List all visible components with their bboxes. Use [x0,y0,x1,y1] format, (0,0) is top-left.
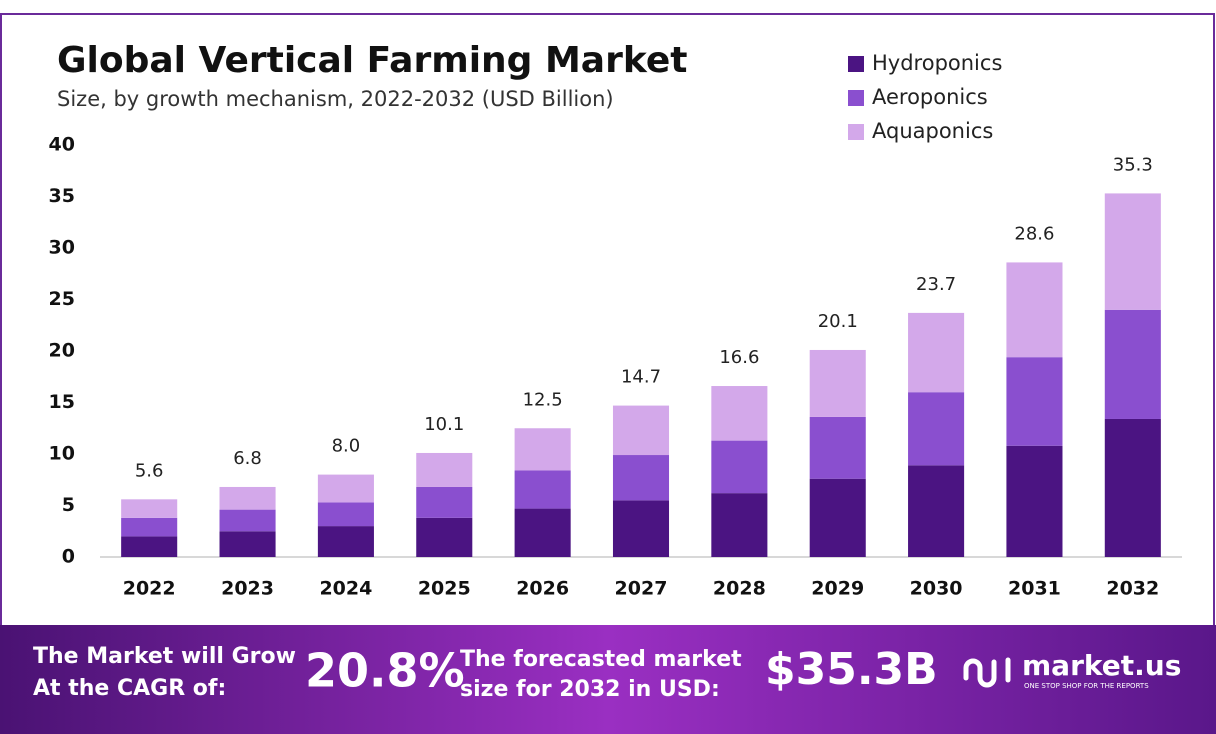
bar-segment [612,455,670,501]
legend-label: Aeroponics [872,85,988,109]
bar-segment [809,416,866,479]
y-tick-label: 30 [49,237,75,259]
legend-label: Aquaponics [872,119,993,143]
bar-segment [219,486,276,510]
tagline: ONE STOP SHOP FOR THE REPORTS [1024,682,1149,690]
x-tick-label: 2032 [1106,578,1159,600]
total-label: 16.6 [719,347,759,368]
bar-segment [1104,193,1161,310]
bar-segment [809,349,866,417]
bar-segment [612,405,670,456]
total-label: 12.5 [523,389,563,410]
legend-swatch [848,90,864,106]
brand: market.us [1022,649,1181,682]
y-tick-label: 25 [49,288,75,310]
total-label: 28.6 [1014,223,1054,244]
bar-segment [1104,309,1161,419]
bar-segment [1006,445,1063,557]
total-label: 35.3 [1113,154,1153,175]
brand-logo [963,657,1011,688]
x-tick-label: 2027 [615,578,668,600]
bar-segment [908,312,965,393]
bar-segment [711,493,768,557]
bar-segment [711,386,768,441]
bar-segment [514,428,571,471]
x-tick-label: 2025 [418,578,471,600]
x-tick-label: 2031 [1008,578,1061,600]
x-tick-label: 2030 [910,578,963,600]
bar-segment [121,536,178,557]
footer-text: The Market will Grow [33,644,296,669]
bar-segment [1006,262,1063,358]
bar-segment [317,526,374,557]
y-tick-label: 35 [49,185,75,207]
bar-segment [908,392,965,466]
y-tick-label: 10 [49,443,75,465]
bar-segment [317,502,374,527]
footer-text: The forecasted market [460,647,742,672]
logo-icon [963,658,997,688]
forecast-value: $35.3B [765,644,938,695]
cagr-value: 20.8% [305,644,465,698]
x-tick-label: 2023 [221,578,274,600]
x-tick-label: 2024 [319,578,372,600]
bar-segment [219,531,276,557]
x-tick-label: 2026 [516,578,569,600]
y-tick-label: 15 [49,391,75,413]
x-tick-label: 2028 [713,578,766,600]
bar-segment [416,486,473,518]
bar-segment [612,500,670,557]
bar-segment [711,440,768,494]
total-label: 6.8 [233,448,262,469]
y-tick-label: 5 [62,494,75,516]
plot: 05101520253035405.620226.820238.0202410.… [49,51,1182,600]
chart-subtitle: Size, by growth mechanism, 2022-2032 (US… [57,87,614,111]
bar-segment [317,474,374,503]
bar-segment [809,478,866,557]
x-tick-label: 2029 [811,578,864,600]
bar-segment [908,465,965,557]
bar-segment [416,452,473,487]
bar-segment [514,470,571,509]
x-tick-label: 2022 [123,578,176,600]
footer-text: size for 2032 in USD: [460,677,720,702]
footer-banner [0,625,1216,734]
bar-segment [514,508,571,557]
legend-swatch [848,124,864,140]
total-label: 14.7 [621,367,661,388]
total-label: 23.7 [916,274,956,295]
total-label: 8.0 [332,436,361,457]
y-tick-label: 0 [62,546,75,568]
legend-label: Hydroponics [872,51,1002,75]
bar-segment [1006,357,1063,446]
footer-text: At the CAGR of: [33,676,226,701]
bar-segment [1104,418,1161,557]
y-tick-label: 20 [49,340,75,362]
bar-segment [416,517,473,557]
bar-segment [121,517,178,537]
chart-title: Global Vertical Farming Market [57,40,687,81]
total-label: 5.6 [135,460,164,481]
bar-segment [121,499,178,518]
total-label: 10.1 [424,414,464,435]
bar-segment [219,509,276,532]
y-tick-label: 40 [49,134,75,156]
total-label: 20.1 [818,311,858,332]
legend-swatch [848,56,864,72]
